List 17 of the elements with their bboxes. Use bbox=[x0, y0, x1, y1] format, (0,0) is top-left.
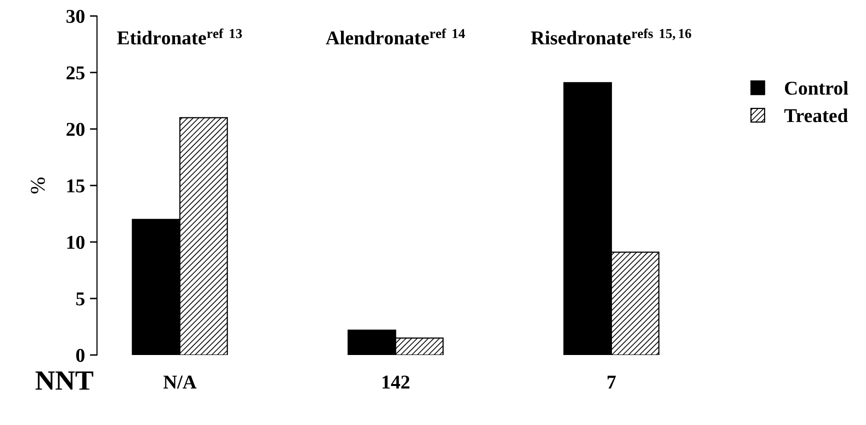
x-tick-label: Alendronate$^{ref 14}$ bbox=[326, 28, 465, 44]
y-tick-label: 10 bbox=[67, 236, 84, 249]
y-tick-label: 15 bbox=[67, 179, 84, 192]
text: N/A bbox=[163, 376, 196, 389]
y-tick-label: 25 bbox=[66, 66, 84, 80]
x-tick-label: Etidronate$^{ref 13}$ bbox=[117, 28, 242, 44]
y-tick-label: 20 bbox=[66, 122, 84, 136]
x-tick-label: Risedronate$^{refs 15,16}$ bbox=[531, 28, 692, 44]
text: 7 bbox=[608, 376, 616, 388]
legend-label: Control bbox=[784, 81, 848, 95]
text: NNT bbox=[36, 371, 94, 390]
text: 142 bbox=[382, 376, 410, 388]
y-tick-label: 30 bbox=[66, 10, 84, 23]
y-tick-label: 5 bbox=[76, 292, 84, 306]
legend-label: Treated bbox=[784, 108, 848, 122]
y-axis-title: % bbox=[30, 178, 45, 194]
y-tick-label: 0 bbox=[76, 348, 84, 362]
